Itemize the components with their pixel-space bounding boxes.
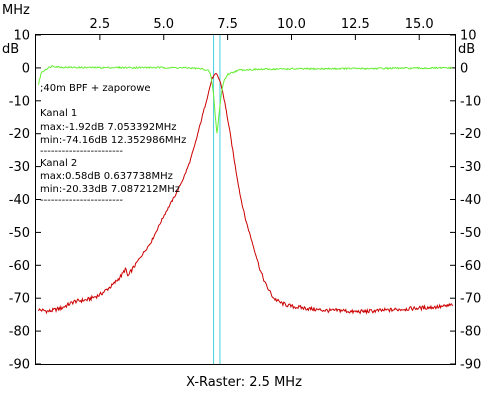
- annotation-kanal1-header: Kanal 1: [40, 108, 77, 119]
- x-unit-label: MHz: [2, 3, 30, 18]
- x-axis-ticks: 2.5 5.0 7.5 10.0 12.5 15.0: [90, 17, 434, 40]
- annotation-kanal1-max: max:-1.92dB 7.053392MHz: [40, 122, 177, 133]
- y-tick-label-right: 0: [460, 61, 468, 76]
- series-kanal-2-line: [38, 64, 453, 134]
- y-tick-label-left: 0: [22, 61, 30, 76]
- annotation-kanal1-divider: -----------------------: [40, 146, 123, 157]
- y-tick-label-left: -80: [9, 325, 30, 340]
- x-tick-label: 5.0: [153, 17, 174, 32]
- x-tick-label: 10.0: [277, 17, 306, 32]
- y-tick-label-left: -40: [9, 193, 30, 208]
- y-tick-label-right: -50: [460, 226, 481, 241]
- x-axis-label: X-Raster: 2.5 MHz: [186, 375, 302, 390]
- y-unit-label-left: dB: [2, 42, 19, 57]
- frequency-markers: [213, 35, 221, 364]
- annotation-title: ;40m BPF + zaporowe: [40, 83, 151, 94]
- annotation-kanal2-header: Kanal 2: [40, 158, 77, 169]
- annotation-kanal1-min: min:-74.16dB 12.352986MHz: [40, 135, 186, 146]
- x-tick-label: 2.5: [90, 17, 111, 32]
- y-tick-label-right: -90: [460, 358, 481, 373]
- y-tick-label-left: -20: [9, 127, 30, 142]
- y-tick-label-right: -60: [460, 259, 481, 274]
- y-tick-label-right: -40: [460, 193, 481, 208]
- y-tick-label-left: -70: [9, 292, 30, 307]
- y-tick-label-left: -10: [9, 94, 30, 109]
- y-tick-label-right: 10: [460, 29, 477, 44]
- y-tick-label-left: -50: [9, 226, 30, 241]
- y-tick-label-right: -70: [460, 292, 481, 307]
- y-tick-label-right: -10: [460, 94, 481, 109]
- y-tick-label-left: 10: [13, 29, 30, 44]
- y-tick-label-right: -80: [460, 325, 481, 340]
- y-axis-ticks-left: 10 0 -10 -20 -30 -40 -50 -60 -70 -80 -90: [9, 29, 41, 373]
- plot-frame: [35, 34, 456, 365]
- y-tick-label-left: -90: [9, 358, 30, 373]
- x-tick-label: 15.0: [405, 17, 434, 32]
- y-tick-label-left: -30: [9, 160, 30, 175]
- y-tick-label-right: -20: [460, 127, 481, 142]
- x-tick-label: 12.5: [341, 17, 370, 32]
- x-tick-label: 7.5: [217, 17, 238, 32]
- measurement-annotations: ;40m BPF + zaporowe Kanal 1 max:-1.92dB …: [40, 83, 186, 206]
- annotation-kanal2-min: min:-20.33dB 7.087212MHz: [40, 184, 180, 195]
- series-layer: [38, 64, 453, 315]
- annotation-kanal2-divider: -----------------------: [40, 195, 123, 206]
- annotation-kanal2-max: max:0.58dB 0.637738MHz: [40, 171, 173, 182]
- y-tick-label-right: -30: [460, 160, 481, 175]
- y-axis-ticks-right: 10 0 -10 -20 -30 -40 -50 -60 -70 -80 -90: [450, 29, 481, 373]
- y-tick-label-left: -60: [9, 259, 30, 274]
- y-unit-label-right: dB: [458, 42, 475, 57]
- series-kanal-1-line: [38, 73, 453, 315]
